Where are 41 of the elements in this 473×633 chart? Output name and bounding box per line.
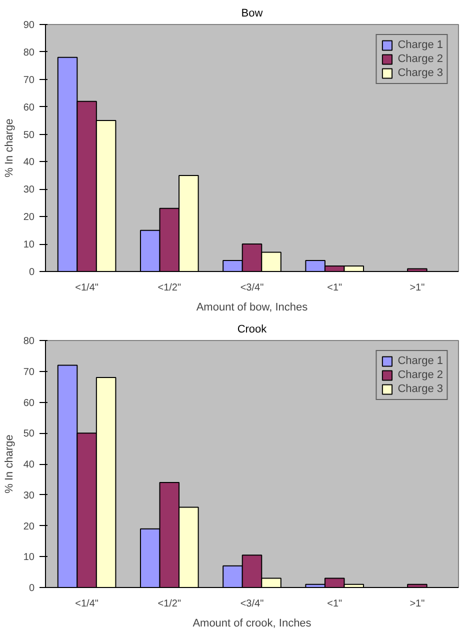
x-tick-label: <1/2" xyxy=(158,598,182,610)
y-tick-label: 60 xyxy=(23,102,35,114)
legend-label: Charge 1 xyxy=(398,39,443,51)
chart-title: Bow xyxy=(241,8,263,20)
y-tick-label: 20 xyxy=(23,212,35,224)
y-tick-label: 80 xyxy=(23,336,35,347)
x-tick-label: <3/4" xyxy=(240,598,264,610)
x-tick-label: <3/4" xyxy=(240,282,264,294)
x-axis-title: Amount of bow, Inches xyxy=(196,302,308,314)
y-tick-label: 90 xyxy=(23,20,35,31)
y-tick-label: 30 xyxy=(23,490,35,502)
x-tick-label: <1/4" xyxy=(75,598,99,610)
chart-title: Crook xyxy=(237,324,268,336)
legend-label: Charge 3 xyxy=(398,67,443,79)
x-tick-label: >1" xyxy=(410,282,426,294)
x-tick-label: <1" xyxy=(327,282,343,294)
y-tick-label: 10 xyxy=(23,552,35,564)
y-tick-label: 40 xyxy=(23,460,35,470)
y-tick-label: 30 xyxy=(23,184,35,196)
y-tick-label: 60 xyxy=(23,398,35,409)
x-tick-label: >1" xyxy=(410,598,426,610)
y-axis-title: % In charge xyxy=(3,118,16,178)
y-tick-label: 40 xyxy=(23,157,35,168)
y-tick-label: 70 xyxy=(23,366,35,378)
x-axis-title: Amount of crook, Inches xyxy=(192,618,312,630)
y-tick-label: 70 xyxy=(23,74,35,86)
legend-label: Charge 3 xyxy=(398,383,443,395)
x-tick-label: <1/4" xyxy=(75,282,99,294)
legend-label: Charge 2 xyxy=(398,369,443,381)
y-tick-label: 50 xyxy=(23,130,35,141)
y-tick-label: 0 xyxy=(28,583,35,594)
legend-label: Charge 2 xyxy=(398,53,443,65)
y-tick-label: 20 xyxy=(23,521,35,532)
y-tick-label: 80 xyxy=(23,47,35,58)
y-tick-label: 10 xyxy=(23,240,35,251)
y-tick-label: 0 xyxy=(28,267,35,278)
legend-label: Charge 1 xyxy=(398,355,443,367)
y-tick-label: 50 xyxy=(23,428,35,440)
y-axis-title: % In charge xyxy=(3,434,16,494)
x-tick-label: <1/2" xyxy=(158,282,182,294)
x-tick-label: <1" xyxy=(327,598,343,610)
